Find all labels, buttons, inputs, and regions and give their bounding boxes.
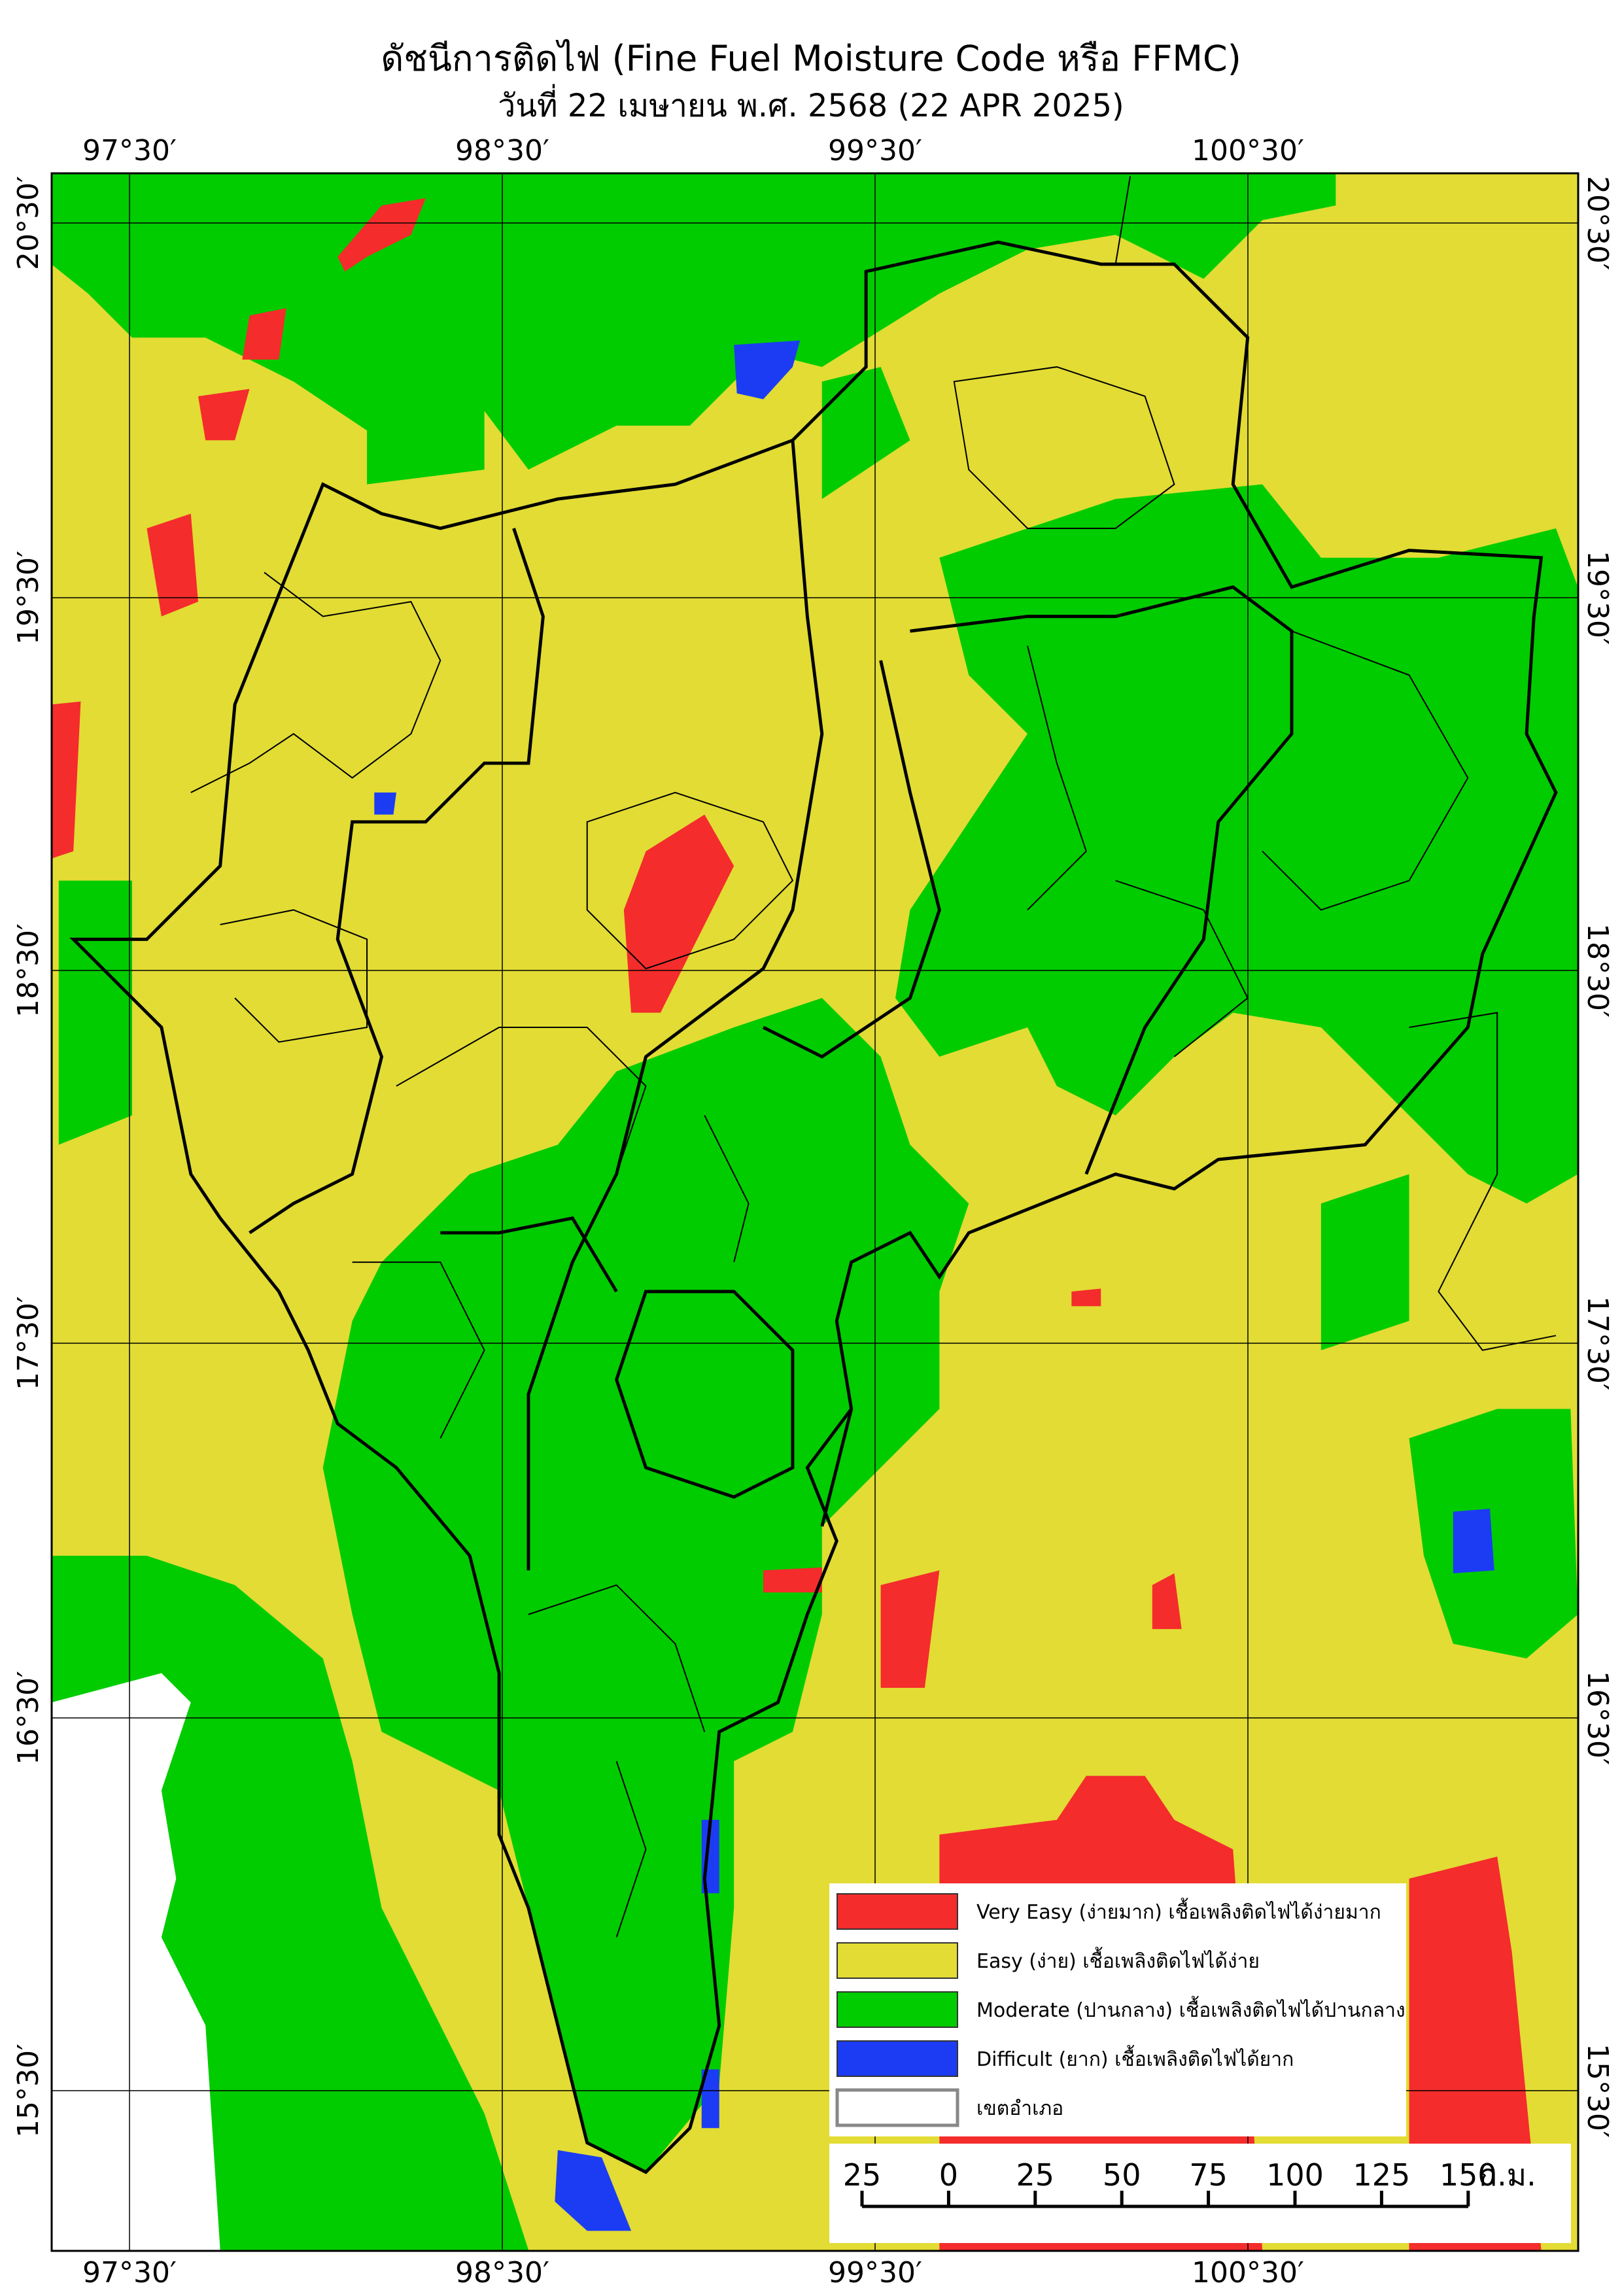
- legend-label: Difficult (ยาก) เชื้อเพลิงติดไฟได้ยาก: [976, 2045, 1294, 2071]
- legend-label: Easy (ง่าย) เชื้อเพลิงติดไฟได้ง่าย: [976, 1947, 1260, 1973]
- layers: [52, 173, 1578, 2250]
- lat-label: 17°30′: [12, 1296, 45, 1390]
- lon-label: 97°30′: [82, 134, 177, 167]
- scale-label: 25: [1016, 2157, 1055, 2193]
- legend-swatch: [837, 1942, 958, 1979]
- title: ดัชนีการติดไฟ (Fine Fuel Moisture Code ห…: [381, 38, 1241, 79]
- sea: [52, 1673, 220, 2250]
- lon-label: 98°30′: [455, 2256, 549, 2289]
- lat-label: 16°30′: [1581, 1671, 1614, 1765]
- scale-label: 150: [1440, 2157, 1497, 2193]
- lat-label: 18°30′: [12, 923, 45, 1018]
- lat-label: 15°30′: [1581, 2044, 1614, 2138]
- lat-label: 16°30′: [12, 1671, 45, 1765]
- legend-label: Moderate (ปานกลาง) เชื้อเพลิงติดไฟได้ปาน…: [976, 1996, 1406, 2022]
- scale-unit: ก.ม.: [1479, 2157, 1536, 2193]
- map: 97°30′ 97°30′ 98°30′ 98°30′ 99°30′ 99°30′ 100°…: [12, 134, 1614, 2289]
- scale-label: 75: [1189, 2157, 1228, 2193]
- scale-label: 125: [1353, 2157, 1410, 2193]
- legend-swatch: [835, 2088, 959, 2127]
- province-boundaries: [69, 240, 1558, 2174]
- subtitle: วันที่ 22 เมษายน พ.ศ. 2568 (22 APR 2025): [498, 84, 1124, 124]
- lon-label: 99°30′: [828, 134, 922, 167]
- legend-swatch: [837, 1893, 958, 1930]
- legend-swatch: [837, 2040, 958, 2077]
- legend-label: เขตอำเภอ: [976, 2097, 1063, 2120]
- scale-box: [829, 2144, 1571, 2243]
- lon-label: 100°30′: [1192, 2256, 1304, 2289]
- raster: [52, 173, 1578, 2251]
- map-frame: [50, 172, 1579, 2252]
- lat-label: 18°30′: [1581, 923, 1614, 1018]
- lat-label: 20°30′: [12, 176, 45, 270]
- scale-label: 0: [939, 2157, 958, 2193]
- lat-label: 17°30′: [1581, 1296, 1614, 1390]
- scale-label: 100: [1266, 2157, 1324, 2193]
- moderate-areas: [52, 173, 1578, 2250]
- lat-label: 20°30′: [1581, 176, 1614, 270]
- legend: Very Easy (ง่ายมาก) เชื้อเพลิงติดไฟได้ง่…: [829, 1883, 1406, 2136]
- scale-label: 50: [1103, 2157, 1141, 2193]
- lat-label: 19°30′: [1581, 551, 1614, 645]
- lon-label: 97°30′: [82, 2256, 177, 2289]
- scale-label: 25: [843, 2157, 882, 2193]
- lon-label: 99°30′: [828, 2256, 922, 2289]
- lat-label: 19°30′: [12, 551, 45, 645]
- lon-label: 100°30′: [1192, 134, 1304, 167]
- legend-swatch: [837, 1991, 958, 2028]
- lon-label: 98°30′: [455, 134, 549, 167]
- lat-label: 15°30′: [12, 2044, 45, 2138]
- difficult-areas: [374, 340, 1494, 2231]
- district-boundaries: [190, 176, 1557, 1938]
- legend-label: Very Easy (ง่ายมาก) เชื้อเพลิงติดไฟได้ง่…: [976, 1898, 1381, 1924]
